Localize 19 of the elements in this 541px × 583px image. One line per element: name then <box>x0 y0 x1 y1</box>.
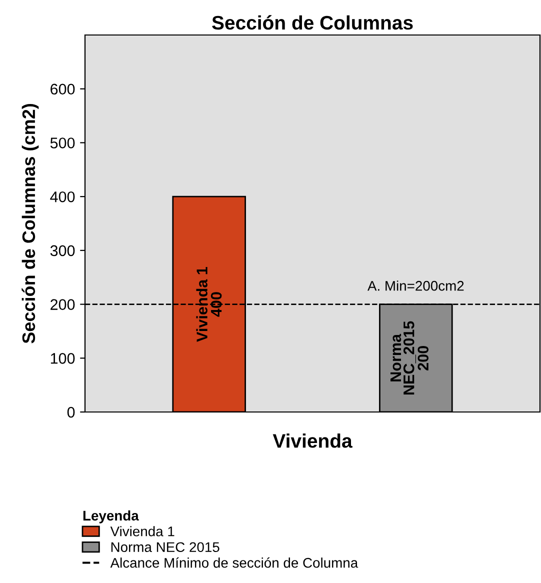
y-tick-label: 500 <box>50 138 75 148</box>
y-tick-label: 400 <box>50 191 75 202</box>
legend-label: Vivienda 1 <box>110 526 174 536</box>
x-axis-title: Vivienda <box>272 434 352 448</box>
y-tick-label: 200 <box>50 299 75 310</box>
data-label: 200 <box>418 346 429 370</box>
y-tick-label: 0 <box>67 406 75 418</box>
legend-label: Norma NEC 2015 <box>111 542 220 552</box>
annotation: Vivienda 1 <box>196 267 208 342</box>
annotation: A. Min=200cm2 <box>368 280 464 291</box>
y-tick-label: 600 <box>50 84 75 95</box>
data-label: 400 <box>210 292 222 317</box>
y-tick-label: 100 <box>50 353 75 364</box>
y-axis-title: Sección de Columnas (cm2) <box>22 104 39 344</box>
annotation: Norma NEC_2015 <box>390 321 416 394</box>
legend-title: Leyenda <box>83 510 139 524</box>
legend-label: Alcance Mínimo de sección de Columna <box>110 557 358 568</box>
y-tick-label: 300 <box>50 245 75 256</box>
chart-title: Sección de Columnas <box>212 15 413 30</box>
